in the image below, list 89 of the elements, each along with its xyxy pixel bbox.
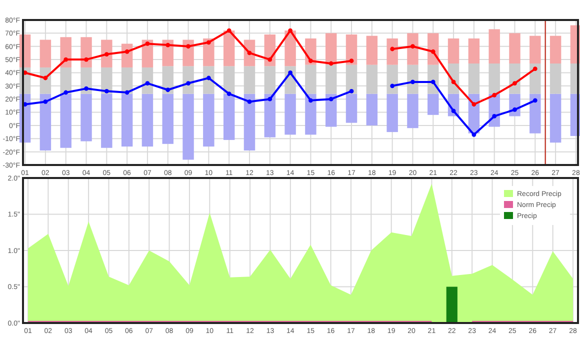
point (268, 96, 272, 102)
bar (60, 37, 72, 68)
bar (162, 94, 174, 144)
point (226, 92, 232, 96)
point (104, 52, 109, 56)
point (226, 28, 232, 33)
bar (60, 94, 72, 148)
point (124, 90, 130, 95)
bar (386, 38, 398, 65)
point (186, 44, 190, 49)
bar (366, 36, 378, 65)
point (124, 49, 130, 54)
bar (530, 36, 541, 64)
bar (407, 33, 418, 65)
bar (550, 36, 562, 64)
point (410, 44, 415, 49)
bar (264, 94, 276, 138)
bar (448, 38, 460, 64)
bar (509, 33, 520, 64)
point (43, 100, 48, 104)
point (166, 88, 170, 92)
point (328, 96, 334, 102)
point (472, 102, 476, 107)
point (84, 57, 88, 62)
bar (346, 34, 358, 65)
point (472, 132, 476, 137)
point (43, 76, 48, 80)
point (206, 40, 211, 45)
bar (223, 30, 235, 66)
point (512, 81, 517, 86)
point (390, 84, 395, 88)
point (328, 61, 334, 66)
bar (428, 94, 439, 115)
bar (203, 94, 214, 147)
bar (101, 94, 112, 148)
bar (182, 40, 194, 66)
bar (223, 94, 235, 140)
point (104, 88, 109, 94)
point (532, 66, 538, 71)
point (64, 57, 68, 62)
point (492, 114, 497, 118)
bar (386, 94, 398, 132)
bar (121, 94, 133, 147)
bar (550, 94, 562, 143)
point (451, 80, 456, 84)
point (492, 92, 497, 98)
bar (80, 37, 92, 68)
point (512, 107, 517, 112)
point (288, 28, 292, 33)
point (451, 108, 456, 114)
point (532, 98, 538, 103)
point (145, 42, 150, 46)
point (288, 70, 292, 75)
bar (284, 30, 296, 66)
bar (284, 94, 296, 135)
point (247, 100, 252, 104)
bar (530, 94, 541, 134)
point (430, 80, 436, 84)
bar (468, 38, 480, 64)
bar (325, 33, 337, 65)
bar (325, 94, 337, 127)
point (166, 42, 170, 48)
point (186, 81, 190, 86)
bar (182, 94, 194, 160)
bar (346, 94, 358, 123)
point (308, 98, 313, 103)
bar (142, 94, 154, 147)
point (206, 76, 211, 80)
bar (488, 29, 500, 64)
bar (80, 94, 92, 142)
point (308, 58, 313, 64)
bar (101, 40, 112, 68)
point (247, 50, 252, 56)
bar (40, 40, 52, 68)
bar (366, 94, 378, 126)
bar (407, 94, 418, 128)
point (349, 88, 354, 94)
point (145, 81, 150, 86)
point (430, 49, 436, 54)
bar (40, 94, 52, 150)
point (349, 58, 354, 64)
point (64, 90, 68, 95)
bar (162, 40, 174, 66)
point (390, 46, 395, 52)
bar (244, 94, 256, 150)
point (84, 86, 88, 91)
point (268, 57, 272, 62)
point (410, 80, 415, 84)
bar (305, 94, 316, 135)
